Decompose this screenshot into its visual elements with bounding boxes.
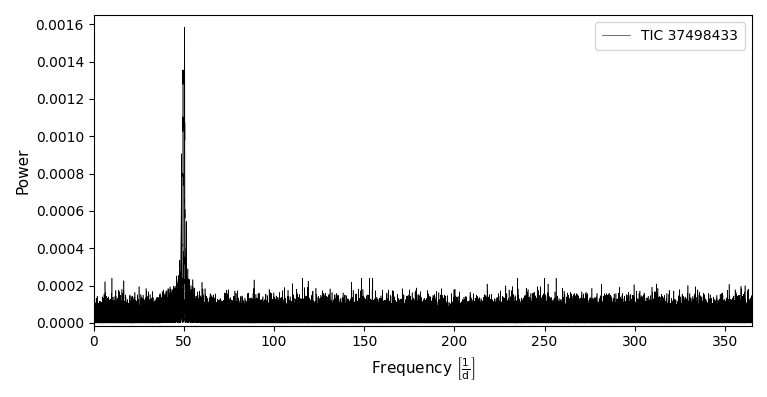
TIC 37498433 (89, 310, 98, 315)
TIC 37498433 (486, 320, 495, 325)
TIC 37498433 (594, 319, 604, 324)
Y-axis label: Power: Power (15, 147, 30, 194)
TIC 37498433 (555, 320, 564, 325)
TIC 37498433 (128, 316, 137, 320)
Legend: TIC 37498433: TIC 37498433 (595, 22, 745, 50)
TIC 37498433 (179, 312, 189, 316)
TIC 37498433 (180, 25, 189, 29)
Line: TIC 37498433: TIC 37498433 (94, 27, 752, 323)
X-axis label: Frequency $\left[\frac{1}{\mathrm{d}}\right]$: Frequency $\left[\frac{1}{\mathrm{d}}\ri… (370, 355, 475, 382)
TIC 37498433 (747, 317, 756, 322)
TIC 37498433 (260, 317, 269, 322)
TIC 37498433 (596, 320, 605, 324)
